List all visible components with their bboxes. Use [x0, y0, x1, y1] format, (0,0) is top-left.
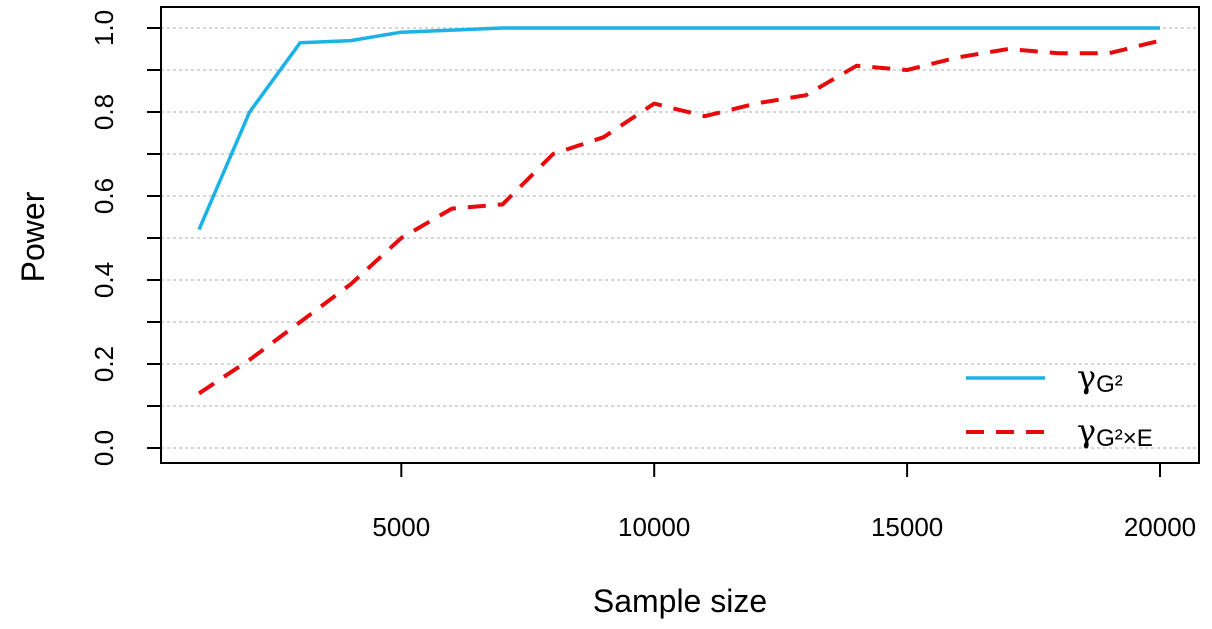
series-layer — [197, 26, 1161, 396]
x-tick-label: 20000 — [1124, 512, 1196, 542]
x-tick-label: 10000 — [618, 512, 690, 542]
y-axis-title: Power — [15, 191, 51, 282]
y-tick-label: 0.6 — [89, 178, 119, 214]
y-tick-label: 0.4 — [89, 262, 119, 298]
series-line-1 — [197, 26, 1160, 231]
legend-label-2: γG²×E — [1077, 412, 1153, 452]
x-tick-label: 15000 — [871, 512, 943, 542]
y-tick-label: 0.8 — [89, 94, 119, 130]
legend-label-1: γG² — [1077, 358, 1123, 398]
axis-layer: 0.0 0.2 0.4 0.6 0.8 1.0 5000 10000 15000 20000 — [89, 10, 1196, 542]
grid-layer — [161, 27, 1199, 449]
y-tick-label: 0.2 — [89, 346, 119, 382]
x-tick-label: 5000 — [372, 512, 430, 542]
legend-gamma-symbol: γ — [1077, 412, 1096, 450]
series-line-2 — [197, 38, 1161, 396]
y-tick-label: 0.0 — [89, 430, 119, 466]
legend-gamma-symbol: γ — [1077, 358, 1096, 396]
x-axis-title: Sample size — [593, 583, 767, 619]
plot-frame — [160, 6, 1200, 464]
legend-subscript: G²×E — [1096, 425, 1153, 452]
y-tick-label: 1.0 — [89, 10, 119, 46]
legend-subscript: G² — [1096, 371, 1123, 398]
